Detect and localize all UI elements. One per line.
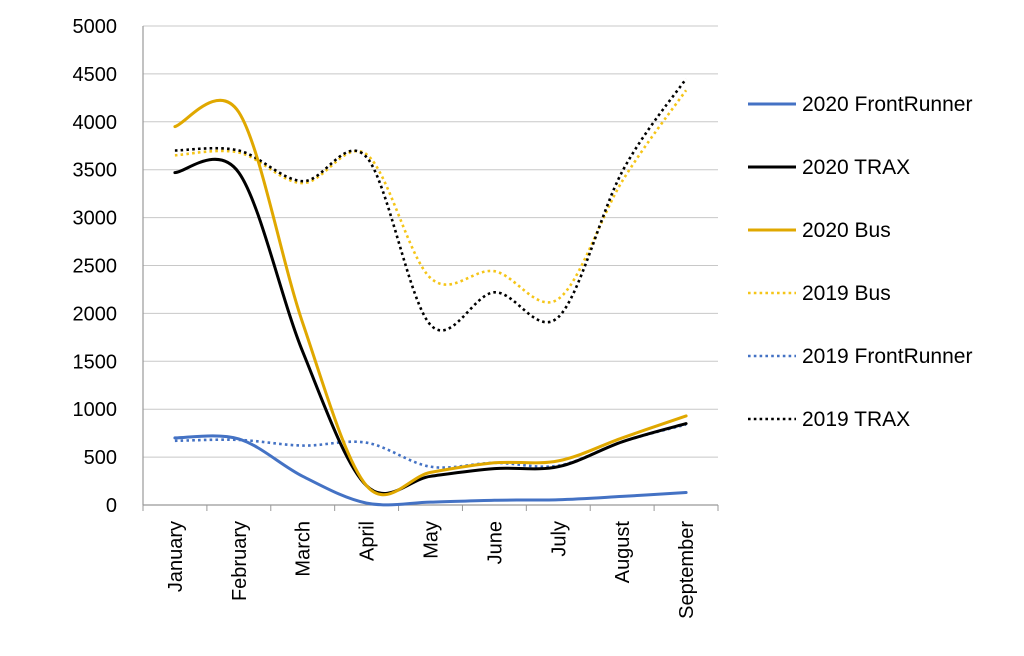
y-axis-tick-labels: 0 500 1000 1500 2000 2500 3000 3500 4000 4500 5000 <box>73 16 118 517</box>
series-line-2020-bus <box>173 98 688 497</box>
gridlines <box>143 25 718 458</box>
x-tick-label: June <box>484 521 506 564</box>
y-tick-label: 2000 <box>73 303 118 325</box>
y-tick-label: 4500 <box>73 64 118 86</box>
y-tick-label: 4000 <box>73 112 118 134</box>
y-tick-label: 5000 <box>73 16 118 38</box>
legend-label: 2019 Bus <box>802 282 891 305</box>
y-tick-label: 0 <box>106 495 117 517</box>
y-tick-label: 1000 <box>73 399 118 421</box>
x-tick-label: April <box>357 521 379 561</box>
legend-label: 2020 Bus <box>802 219 891 242</box>
legend-label: 2019 TRAX <box>802 408 910 431</box>
series-line-2019-bus <box>174 89 688 304</box>
x-tick-label: March <box>293 521 315 577</box>
series-line-2019-frontrunner <box>174 423 687 469</box>
x-tick-label: January <box>165 521 187 592</box>
series-line-2019-trax <box>174 77 688 332</box>
y-tick-label: 3500 <box>73 160 118 182</box>
x-tick-label: September <box>676 521 698 619</box>
legend: 2020 FrontRunner 2020 TRAX 2020 Bus 2019 Bu… <box>748 93 972 431</box>
y-tick-label: 2500 <box>73 256 118 278</box>
x-tick-label: May <box>421 521 443 559</box>
x-axis-tick-labels: January February March April May June July Augu… <box>165 521 698 619</box>
y-tick-label: 3000 <box>73 208 118 230</box>
x-tick-label: August <box>612 521 634 584</box>
x-tick-label: February <box>229 521 251 601</box>
legend-label: 2020 TRAX <box>802 156 910 179</box>
y-tick-label: 1500 <box>73 351 118 373</box>
x-tick-label: July <box>548 521 570 557</box>
axes <box>142 26 719 511</box>
series-lines <box>173 77 688 507</box>
series-line-2020-frontrunner <box>173 434 688 507</box>
legend-label: 2020 FrontRunner <box>802 93 972 116</box>
legend-label: 2019 FrontRunner <box>802 345 972 368</box>
y-tick-label: 500 <box>84 447 117 469</box>
